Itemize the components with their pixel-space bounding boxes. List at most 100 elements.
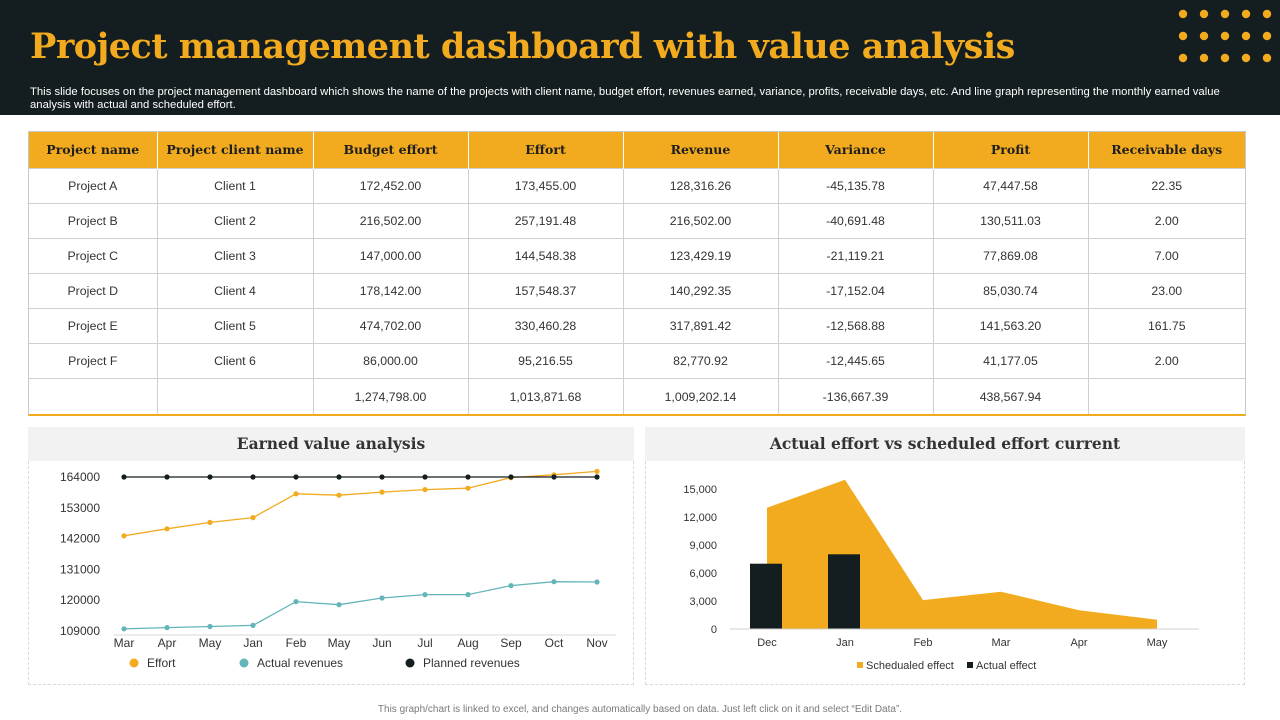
decorative-dot bbox=[1199, 53, 1209, 63]
table-cell: 95,216.55 bbox=[468, 343, 624, 379]
table-cell: -40,691.48 bbox=[778, 202, 934, 239]
table-cell: Client 3 bbox=[157, 237, 314, 274]
x-tick-label: Oct bbox=[545, 636, 564, 650]
data-point bbox=[164, 526, 170, 532]
table-cell: 82,770.92 bbox=[623, 343, 779, 379]
data-point bbox=[465, 485, 471, 491]
data-point bbox=[465, 592, 471, 598]
legend-marker bbox=[967, 662, 973, 668]
x-tick-label: Aug bbox=[457, 636, 478, 650]
x-tick-label: Apr bbox=[158, 636, 177, 650]
data-point bbox=[250, 474, 256, 480]
table-cell: Client 1 bbox=[157, 167, 314, 204]
column-header: Budget effort bbox=[313, 132, 469, 168]
header: Project management dashboard with value … bbox=[0, 0, 1280, 115]
decorative-dot bbox=[1220, 31, 1230, 41]
data-point bbox=[164, 625, 170, 631]
y-tick-label: 131000 bbox=[60, 562, 100, 576]
x-tick-label: Mar bbox=[992, 637, 1011, 649]
table-cell: -17,152.04 bbox=[778, 272, 934, 309]
table-cell: -12,568.88 bbox=[778, 308, 934, 344]
decorative-dot bbox=[1199, 9, 1209, 19]
table-cell bbox=[157, 378, 314, 414]
table-cell: Client 5 bbox=[157, 308, 314, 344]
table-cell: Project E bbox=[29, 308, 158, 344]
x-tick-label: Feb bbox=[286, 636, 307, 650]
effort-body bbox=[645, 461, 1245, 685]
data-point bbox=[121, 474, 127, 480]
data-point bbox=[336, 474, 342, 480]
table-cell: Client 6 bbox=[157, 343, 314, 379]
table-cell: 128,316.26 bbox=[623, 167, 779, 204]
x-tick-label: Dec bbox=[757, 637, 777, 649]
table-cell: Project B bbox=[29, 202, 158, 239]
table-cell: Project A bbox=[29, 167, 158, 204]
decorative-dot bbox=[1220, 9, 1230, 19]
data-point bbox=[379, 474, 385, 480]
table-cell: 216,502.00 bbox=[623, 202, 779, 239]
table-cell bbox=[1088, 378, 1245, 414]
decorative-dot bbox=[1262, 31, 1272, 41]
earned-value-panel: Earned value analysis 164000 153000 142000… bbox=[28, 427, 634, 685]
y-tick-label: 3,000 bbox=[689, 596, 717, 608]
table-cell: 123,429.19 bbox=[623, 237, 779, 274]
table-cell: 317,891.42 bbox=[623, 308, 779, 344]
table-cell: Client 4 bbox=[157, 272, 314, 309]
data-point bbox=[121, 626, 127, 632]
table-row: Project E Client 5 474,702.00 330,460.28 317… bbox=[29, 308, 1245, 344]
decorative-dot bbox=[1241, 53, 1251, 63]
decorative-dot bbox=[1178, 31, 1188, 41]
table-cell: 144,548.38 bbox=[468, 237, 624, 274]
effort-panel: Actual effort vs scheduled effort curren… bbox=[645, 427, 1245, 685]
table-cell: -45,135.78 bbox=[778, 167, 934, 204]
legend-marker bbox=[405, 658, 415, 668]
x-tick-label: May bbox=[199, 636, 222, 650]
bar bbox=[828, 554, 860, 629]
data-point bbox=[250, 515, 256, 521]
table-cell: 161.75 bbox=[1088, 308, 1245, 344]
table-header-row: Project name Project client name Budget ef… bbox=[29, 132, 1245, 168]
data-point bbox=[207, 474, 213, 480]
footer-note: This graph/chart is linked to excel, and… bbox=[377, 704, 903, 715]
table-cell: Project F bbox=[29, 343, 158, 379]
data-point bbox=[551, 474, 557, 480]
table-cell: 330,460.28 bbox=[468, 308, 624, 344]
x-tick-label: Jan bbox=[836, 637, 854, 649]
series-line bbox=[123, 470, 598, 537]
y-tick-label: 6,000 bbox=[689, 568, 717, 580]
x-tick-label: Apr bbox=[1070, 637, 1087, 649]
table-cell: 85,030.74 bbox=[933, 272, 1089, 309]
series-line bbox=[123, 581, 598, 630]
data-point bbox=[207, 519, 213, 525]
table-row: Project A Client 1 172,452.00 173,455.00 128… bbox=[29, 167, 1245, 204]
x-tick-label: Sep bbox=[500, 636, 522, 650]
effort-title: Actual effort vs scheduled effort curren… bbox=[645, 427, 1245, 461]
table-cell: 178,142.00 bbox=[313, 272, 469, 309]
x-tick-label: Jul bbox=[417, 636, 432, 650]
page-subtitle: This slide focuses on the project manage… bbox=[30, 86, 1220, 111]
table-cell: 474,702.00 bbox=[313, 308, 469, 344]
data-point bbox=[594, 474, 600, 480]
column-header: Project name bbox=[29, 132, 158, 168]
table-row: Project D Client 4 178,142.00 157,548.37 140… bbox=[29, 272, 1245, 309]
legend-label: Schedualed effect bbox=[866, 660, 954, 672]
decorative-dot bbox=[1241, 9, 1251, 19]
table-cell: 257,191.48 bbox=[468, 202, 624, 239]
x-tick-label: Mar bbox=[114, 636, 135, 650]
data-point bbox=[121, 533, 127, 539]
data-point bbox=[293, 491, 299, 497]
column-header: Receivable days bbox=[1088, 132, 1245, 168]
table-row: Project C Client 3 147,000.00 144,548.38 123… bbox=[29, 237, 1245, 274]
column-header: Variance bbox=[778, 132, 934, 168]
table-cell: 147,000.00 bbox=[313, 237, 469, 274]
data-point bbox=[379, 595, 385, 601]
data-point bbox=[293, 474, 299, 480]
legend-label: Actual effect bbox=[976, 660, 1036, 672]
table-cell: 130,511.03 bbox=[933, 202, 1089, 239]
x-tick-label: Nov bbox=[586, 636, 607, 650]
data-point bbox=[508, 583, 514, 589]
y-tick-label: 164000 bbox=[60, 470, 100, 484]
table-cell: 216,502.00 bbox=[313, 202, 469, 239]
decorative-dots-icon bbox=[1178, 9, 1272, 63]
decorative-dot bbox=[1220, 53, 1230, 63]
